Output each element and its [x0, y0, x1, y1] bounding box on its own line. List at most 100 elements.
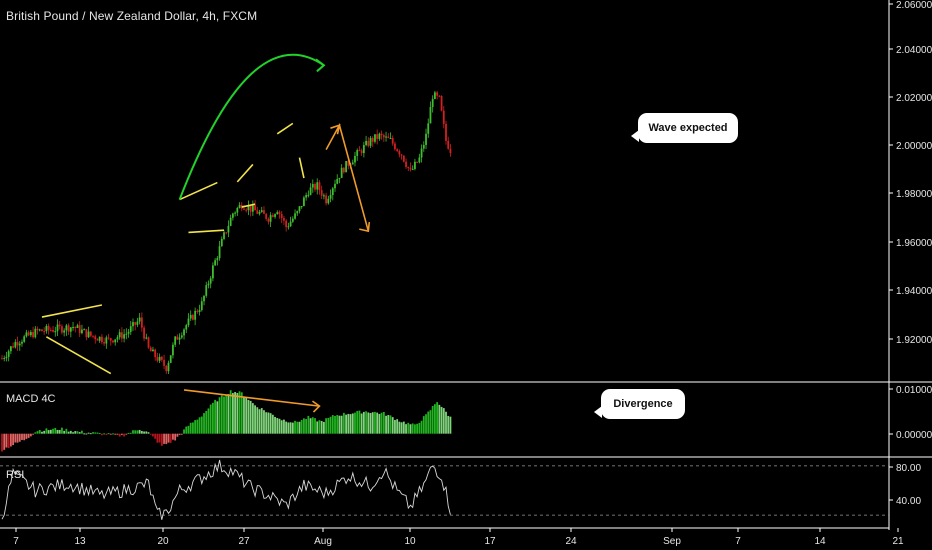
candle-body	[189, 314, 192, 319]
macd-bar	[38, 429, 41, 434]
macd-bar	[45, 428, 48, 434]
wedge-1b	[241, 203, 256, 208]
macd-bar	[318, 420, 321, 434]
candle-body	[400, 154, 403, 156]
candle-body	[251, 205, 254, 212]
macd-bar	[54, 427, 57, 434]
macd-bar	[234, 392, 236, 434]
macd-bar	[236, 393, 239, 434]
macd-bar	[143, 431, 145, 434]
macd-bar	[367, 412, 370, 434]
candle-body	[258, 211, 261, 214]
macd-bar	[200, 416, 203, 434]
candle-body	[220, 238, 223, 247]
candle-body	[145, 337, 148, 339]
macd-bar	[434, 404, 436, 434]
candle-body	[7, 351, 10, 357]
candle-body	[74, 326, 77, 328]
candle-body	[351, 162, 354, 165]
macd-axis-label: 0.00000	[896, 430, 932, 441]
time-axis-label: Aug	[314, 536, 332, 547]
candle-body	[81, 329, 83, 334]
macd-bar	[212, 402, 214, 434]
macd-bar	[83, 433, 86, 435]
price-axis-label: 1.92000	[896, 335, 932, 346]
candle-body	[442, 110, 445, 124]
candle-body	[205, 285, 208, 296]
macd-bar	[47, 430, 50, 434]
time-axis-label: 20	[157, 536, 169, 547]
macd-bar	[347, 413, 350, 434]
candle-body	[414, 161, 416, 169]
macd-bar	[438, 404, 441, 434]
macd-bar	[303, 418, 305, 434]
candle-body	[427, 123, 430, 134]
macd-bar	[169, 433, 172, 443]
candle-body	[107, 337, 110, 339]
macd-bar	[436, 402, 439, 434]
macd-bar	[340, 415, 343, 434]
candle-body	[41, 329, 43, 332]
candle-body	[149, 347, 152, 352]
candle-body	[380, 133, 383, 136]
candle-body	[311, 184, 314, 188]
candle-body	[207, 283, 210, 286]
candle-body	[369, 137, 372, 146]
macd-bar	[316, 421, 319, 434]
candle-body	[167, 362, 170, 372]
candle-body	[303, 197, 305, 207]
candle-body	[120, 332, 123, 339]
candle-body	[152, 349, 154, 352]
time-axis-label: 24	[565, 536, 577, 547]
macd-divergence	[183, 389, 320, 407]
macd-bar	[152, 433, 154, 437]
macd-bar	[240, 392, 243, 434]
macd-bar	[180, 433, 183, 435]
macd-bar	[27, 433, 30, 438]
candle-body	[105, 337, 108, 344]
macd-bar	[418, 422, 421, 434]
candle-body	[327, 198, 330, 204]
candle-body	[422, 144, 425, 149]
macd-bar	[12, 433, 14, 446]
macd-bar	[400, 422, 403, 434]
candle-body	[223, 232, 225, 239]
candlestick-series	[1, 90, 452, 375]
candle-body	[136, 321, 139, 325]
candle-body	[231, 213, 234, 218]
macd-bar	[194, 420, 197, 434]
candle-body	[36, 328, 39, 331]
macd-bar	[123, 433, 125, 437]
macd-bar	[229, 390, 232, 434]
candle-body	[56, 324, 59, 332]
macd-bar	[158, 433, 161, 443]
macd-bar	[7, 433, 10, 449]
candle-body	[123, 334, 125, 339]
macd-bar	[274, 416, 276, 434]
candle-body	[358, 150, 361, 152]
macd-bar	[116, 433, 119, 435]
time-axis-label: 7	[13, 536, 19, 547]
candle-body	[94, 336, 97, 340]
candle-body	[29, 332, 32, 336]
macd-bar	[267, 412, 270, 434]
time-axis-label: 14	[814, 536, 826, 547]
candle-body	[378, 133, 381, 139]
time-axis-label: 10	[404, 536, 416, 547]
macd-bar	[440, 406, 443, 434]
candle-body	[256, 210, 259, 214]
macd-bar	[52, 428, 54, 434]
macd-bar	[72, 432, 74, 434]
macd-bar	[231, 393, 234, 434]
macd-bar	[107, 433, 110, 435]
macd-bar	[336, 415, 339, 434]
candle-body	[389, 137, 392, 139]
candle-body	[114, 339, 117, 343]
macd-bar	[87, 432, 90, 434]
wedge-1a	[236, 163, 254, 183]
macd-bar	[258, 409, 261, 434]
candle-body	[147, 337, 150, 348]
candle-body	[396, 149, 399, 152]
candle-body	[347, 161, 350, 166]
